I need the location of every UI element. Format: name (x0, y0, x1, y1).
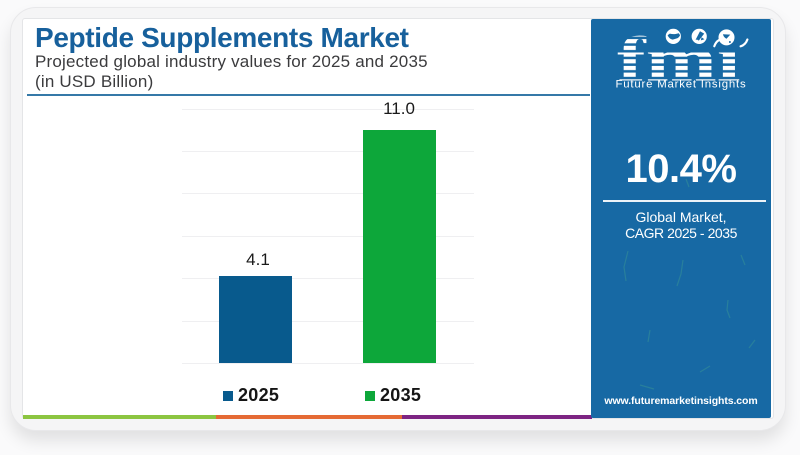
svg-text:Future Market Insights: Future Market Insights (616, 79, 747, 91)
